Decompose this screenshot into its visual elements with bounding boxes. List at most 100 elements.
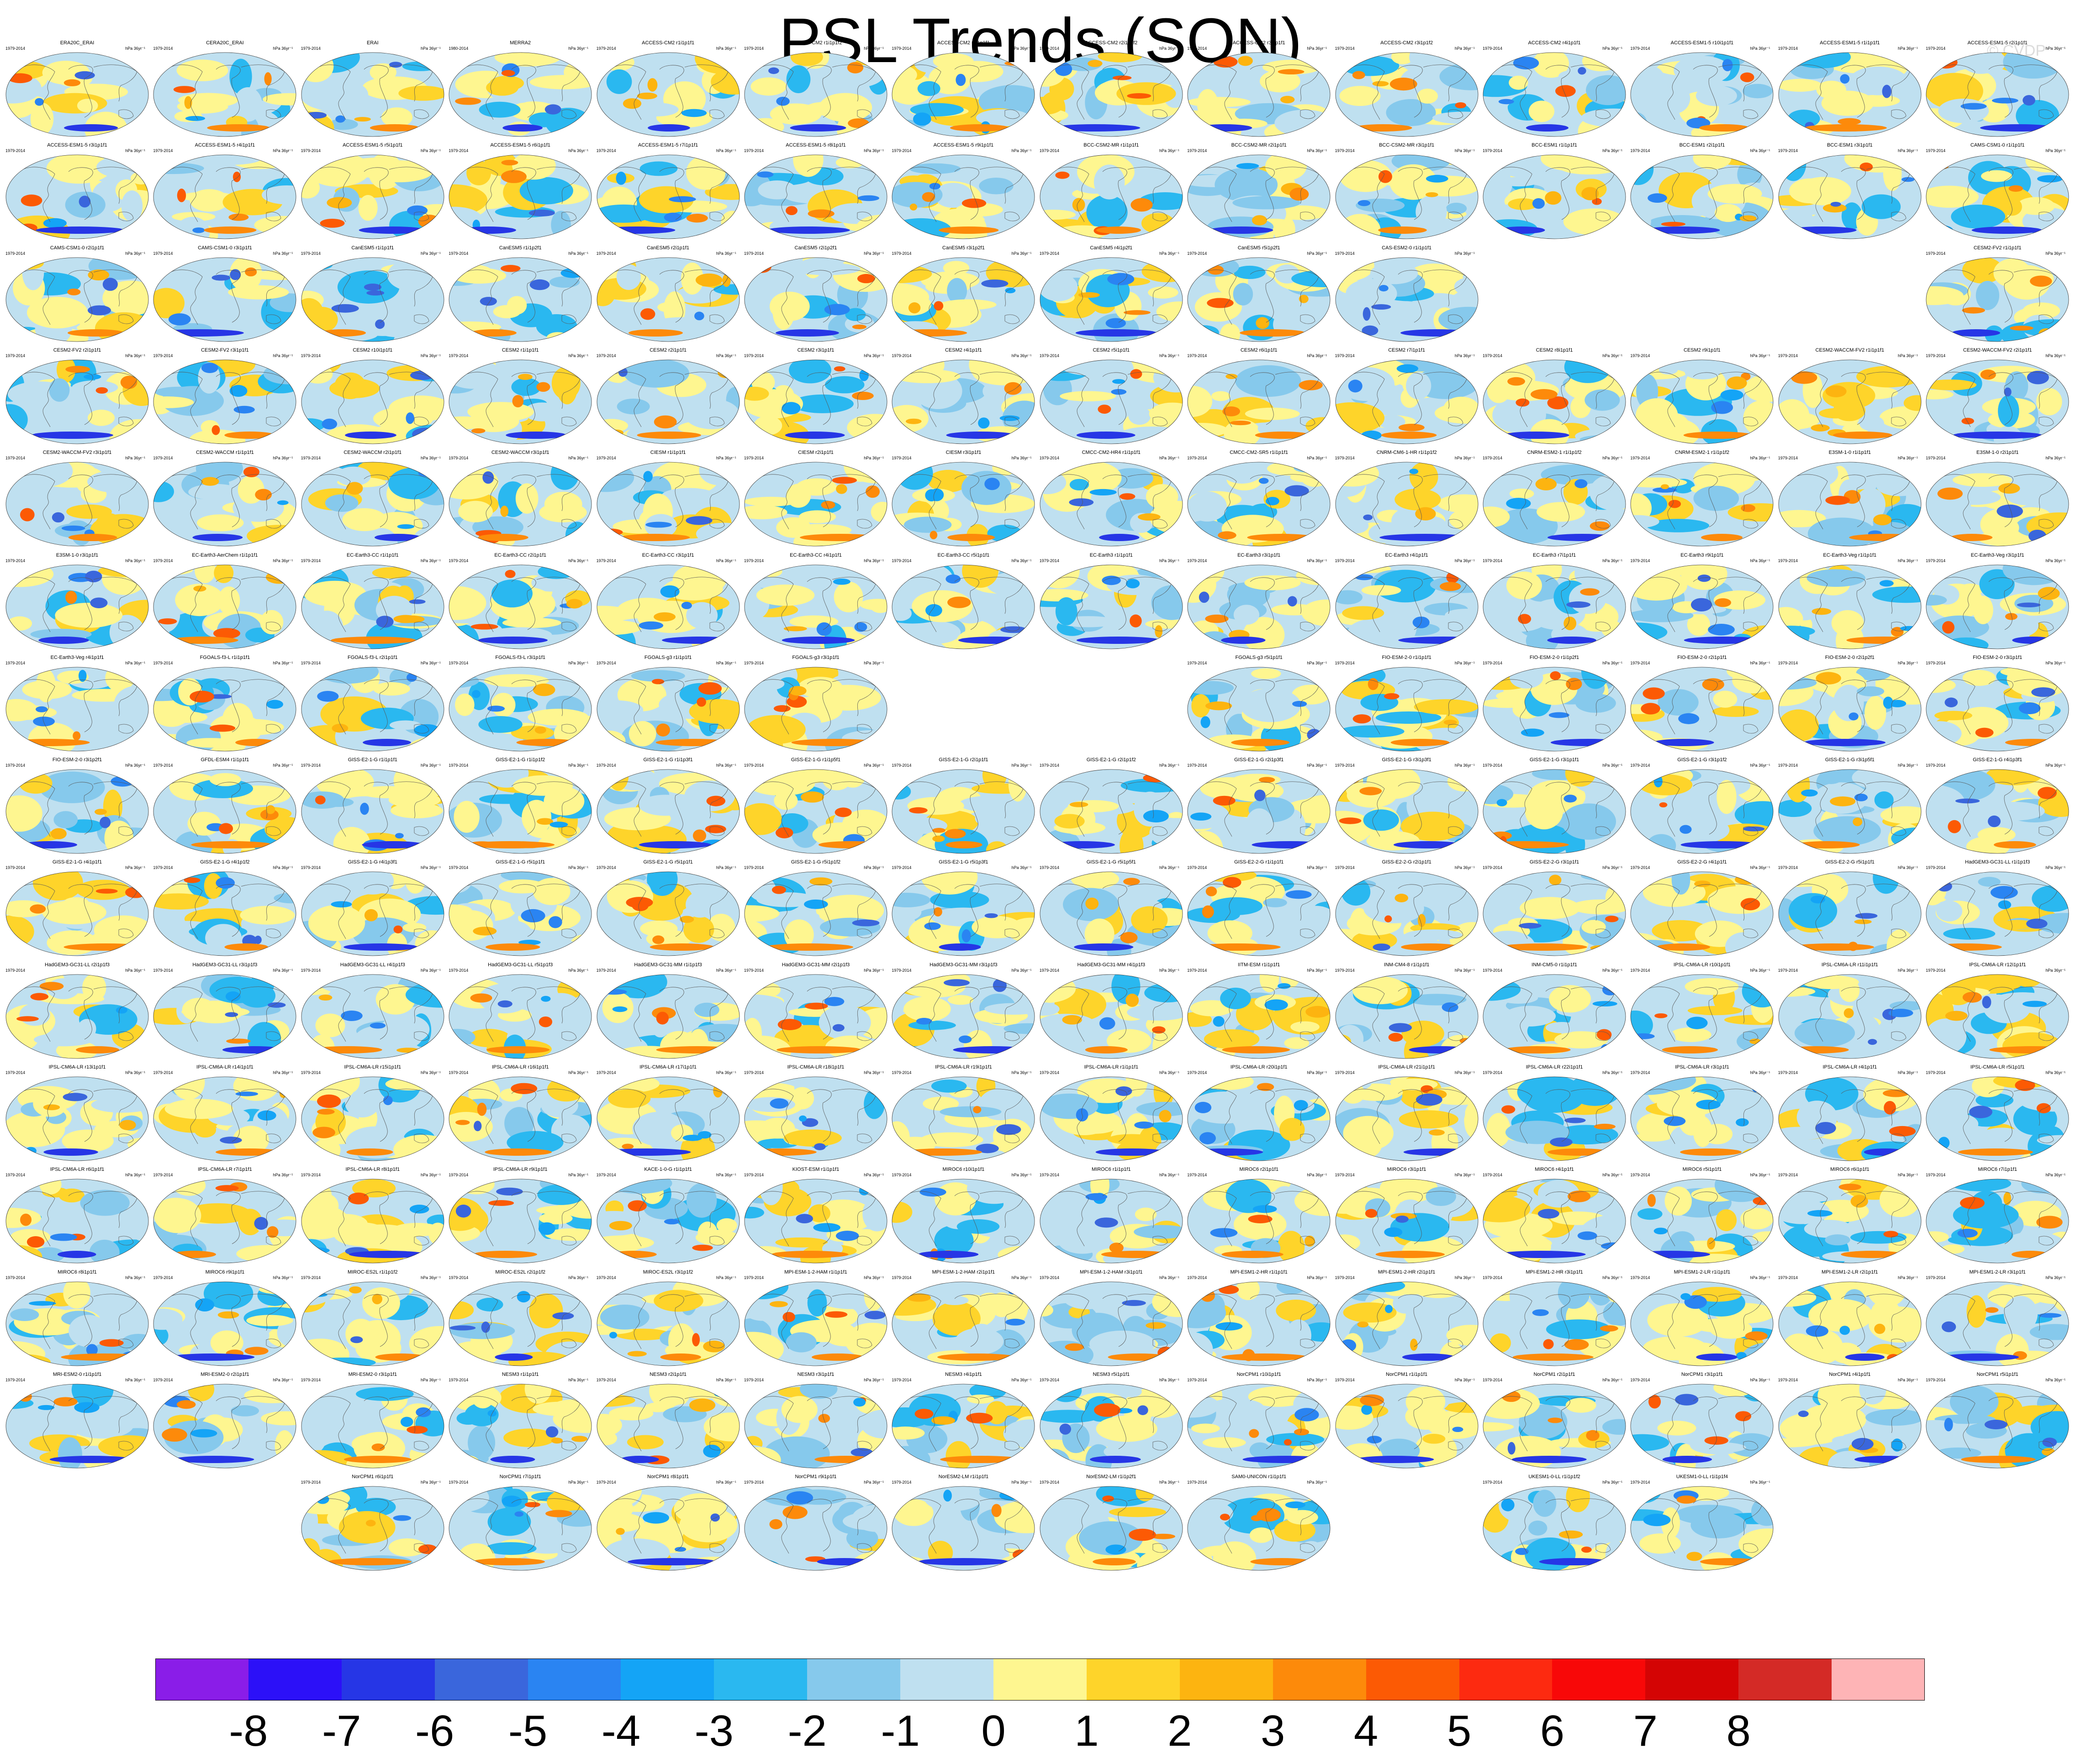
map-panel: GISS-E2-1-G r4i1p1f1 1979-2014 hPa 36yr⁻¹	[5, 859, 150, 958]
map-panel: IPSL-CM6A-LR r11i1p1f1 1979-2014 hPa 36yr⁻…	[1777, 962, 1923, 1061]
panel-title: NorCPM1 r1i1p1f1	[1386, 1371, 1428, 1377]
map-panel: IPSL-CM6A-LR r7i1p1f1 1979-2014 hPa 36yr⁻¹	[152, 1167, 297, 1265]
panel-title: HadGEM3-GC31-LL r5i1p1f3	[488, 962, 553, 968]
map-panel: MPI-ESM1-2-HR r2i1p1f1 1979-2014 hPa 36yr⁻…	[1334, 1269, 1479, 1368]
panel-years: 1979-2014	[1630, 660, 1650, 665]
panel-years: 1979-2014	[153, 148, 173, 153]
map-panel: GISS-E2-1-G r2i1p3f1 1979-2014 hPa 36yr⁻¹	[1186, 757, 1331, 856]
panel-units: hPa 36yr⁻¹	[1307, 660, 1327, 665]
colorbar-box	[1832, 1659, 1925, 1701]
map-projection	[5, 1076, 149, 1161]
map-panel: ACCESS-ESM1-5 r9i1p1f1 1979-2014 hPa 36yr⁻…	[891, 142, 1036, 241]
panel-title: IPSL-CM6A-LR r19i1p1f1	[935, 1064, 992, 1070]
map-projection	[1630, 974, 1774, 1059]
panel-years: 1979-2014	[301, 660, 321, 665]
panel-units: hPa 36yr⁻¹	[1602, 1173, 1622, 1178]
panel-years: 1979-2014	[1483, 763, 1503, 768]
panel-units: hPa 36yr⁻¹	[864, 865, 884, 870]
map-panel: GISS-E2-1-G r4i1p3f1 1979-2014 hPa 36yr⁻¹	[1925, 757, 2070, 856]
map-projection	[744, 564, 887, 649]
colorbar-tick-label: -5	[508, 1706, 548, 1755]
map-panel: GISS-E2-1-G r5i1p1f1 1979-2014 hPa 36yr⁻¹	[448, 859, 593, 958]
panel-years: 1979-2014	[1483, 660, 1503, 665]
panel-years: 1979-2014	[449, 353, 469, 358]
panel-units: hPa 36yr⁻¹	[1750, 1173, 1770, 1178]
panel-title: GISS-E2-1-G r5i1p1f2	[791, 859, 841, 865]
panel-units: hPa 36yr⁻¹	[1159, 148, 1179, 153]
panel-title: GISS-E2-2-G r2i1p1f1	[1382, 859, 1431, 865]
map-projection	[1040, 257, 1183, 342]
panel-years: 1979-2014	[596, 968, 616, 973]
panel-units: hPa 36yr⁻¹	[1898, 353, 1918, 358]
panel-title: EC-Earth3 r1i1p1f1	[1089, 552, 1133, 558]
panel-title: MPI-ESM-1-2-HAM r2i1p1f1	[932, 1269, 995, 1275]
panel-units: hPa 36yr⁻¹	[716, 251, 736, 256]
panel-years: 1979-2014	[1926, 353, 1946, 358]
panel-units: hPa 36yr⁻¹	[1454, 251, 1475, 256]
map-projection	[744, 974, 887, 1059]
map-projection	[1187, 667, 1331, 752]
panel-title: CESM2 r3i1p1f1	[797, 347, 835, 353]
map-projection	[1187, 52, 1331, 137]
panel-years: 1979-2014	[1187, 968, 1207, 973]
panel-title: SAM0-UNICON r1i1p1f1	[1231, 1474, 1287, 1480]
panel-units: hPa 36yr⁻¹	[1898, 1070, 1918, 1075]
panel-title: HadGEM3-GC31-LL r3i1p1f3	[192, 962, 258, 968]
colorbar-tick-label: 6	[1540, 1706, 1565, 1755]
panel-title: CESM2 r7i1p1f1	[1388, 347, 1425, 353]
panel-years: 1979-2014	[892, 1480, 912, 1485]
panel-years: 1979-2014	[153, 1173, 173, 1178]
map-projection	[1483, 154, 1626, 239]
panel-title: HadGEM3-GC31-LL r1i1p1f3	[1965, 859, 2030, 865]
panel-title: MIROC6 r9i1p1f1	[205, 1269, 245, 1275]
panel-years: 1979-2014	[892, 148, 912, 153]
panel-units: hPa 36yr⁻¹	[1602, 660, 1622, 665]
panel-title: IPSL-CM6A-LR r18i1p1f1	[787, 1064, 845, 1070]
panel-units: hPa 36yr⁻¹	[1159, 1377, 1179, 1382]
map-projection	[1335, 564, 1478, 649]
panel-units: hPa 36yr⁻¹	[1602, 1377, 1622, 1382]
panel-units: hPa 36yr⁻¹	[2045, 251, 2066, 256]
panel-title: ACCESS-CM2 r3i1p1f2	[1380, 40, 1433, 46]
map-projection	[1778, 564, 1922, 649]
panel-units: hPa 36yr⁻¹	[1011, 1070, 1032, 1075]
map-projection	[449, 769, 592, 854]
panel-units: hPa 36yr⁻¹	[568, 251, 589, 256]
map-panel: IPSL-CM6A-LR r3i1p1f1 1979-2014 hPa 36yr⁻¹	[1629, 1064, 1775, 1163]
panel-title: MIROC6 r3i1p1f1	[1387, 1167, 1426, 1173]
panel-years: 1979-2014	[1187, 660, 1207, 665]
map-projection	[1926, 462, 2069, 547]
panel-years: 1979-2014	[449, 1173, 469, 1178]
panel-units: hPa 36yr⁻¹	[1750, 1480, 1770, 1485]
panel-years: 1979-2014	[1483, 558, 1503, 563]
panel-title: MPI-ESM1-2-HR r3i1p1f1	[1526, 1269, 1583, 1275]
panel-title: MIROC6 r2i1p1f1	[1239, 1167, 1278, 1173]
map-panel: GISS-E2-1-G r2i1p1f2 1979-2014 hPa 36yr⁻¹	[1039, 757, 1184, 856]
map-projection	[1040, 1486, 1183, 1571]
map-projection	[744, 1486, 887, 1571]
map-projection	[301, 1384, 444, 1469]
panel-years: 1979-2014	[596, 1480, 616, 1485]
map-panel: GISS-E2-1-G r1i1p5f1 1979-2014 hPa 36yr⁻¹	[743, 757, 888, 856]
panel-years: 1979-2014	[449, 1480, 469, 1485]
panel-years: 1979-2014	[301, 1377, 321, 1382]
panel-units: hPa 36yr⁻¹	[716, 865, 736, 870]
panel-title: NorCPM1 r2i1p1f1	[1533, 1371, 1575, 1377]
panel-years: 1979-2014	[1039, 763, 1059, 768]
panel-title: CAS-ESM2-0 r1i1p1f1	[1382, 245, 1431, 251]
map-panel: FIO-ESM-2-0 r2i1p1f1 1979-2014 hPa 36yr⁻¹	[1629, 655, 1775, 753]
map-panel: HadGEM3-GC31-LL r1i1p1f3 1979-2014 hPa 36y…	[1925, 859, 2070, 958]
panel-title: GISS-E2-1-G r3i1p3f1	[1382, 757, 1431, 763]
panel-units: hPa 36yr⁻¹	[1011, 251, 1032, 256]
map-panel: CanESM5 r3i1p2f1 1979-2014 hPa 36yr⁻¹	[891, 245, 1036, 344]
map-panel: CNRM-CM6-1-HR r1i1p1f2 1979-2014 hPa 36yr⁻…	[1334, 450, 1479, 548]
map-projection	[1778, 359, 1922, 444]
panel-units: hPa 36yr⁻¹	[1602, 968, 1622, 973]
panel-title: GISS-E2-1-G r4i1p1f1	[52, 859, 102, 865]
panel-title: CESM2 r2i1p1f1	[650, 347, 687, 353]
panel-years: 1979-2014	[153, 968, 173, 973]
map-panel: IPSL-CM6A-LR r10i1p1f1 1979-2014 hPa 36yr⁻…	[1629, 962, 1775, 1061]
map-panel: FIO-ESM-2-0 r2i1p2f1 1979-2014 hPa 36yr⁻¹	[1777, 655, 1923, 753]
panel-years: 1979-2014	[1630, 353, 1650, 358]
map-projection	[1630, 1486, 1774, 1571]
